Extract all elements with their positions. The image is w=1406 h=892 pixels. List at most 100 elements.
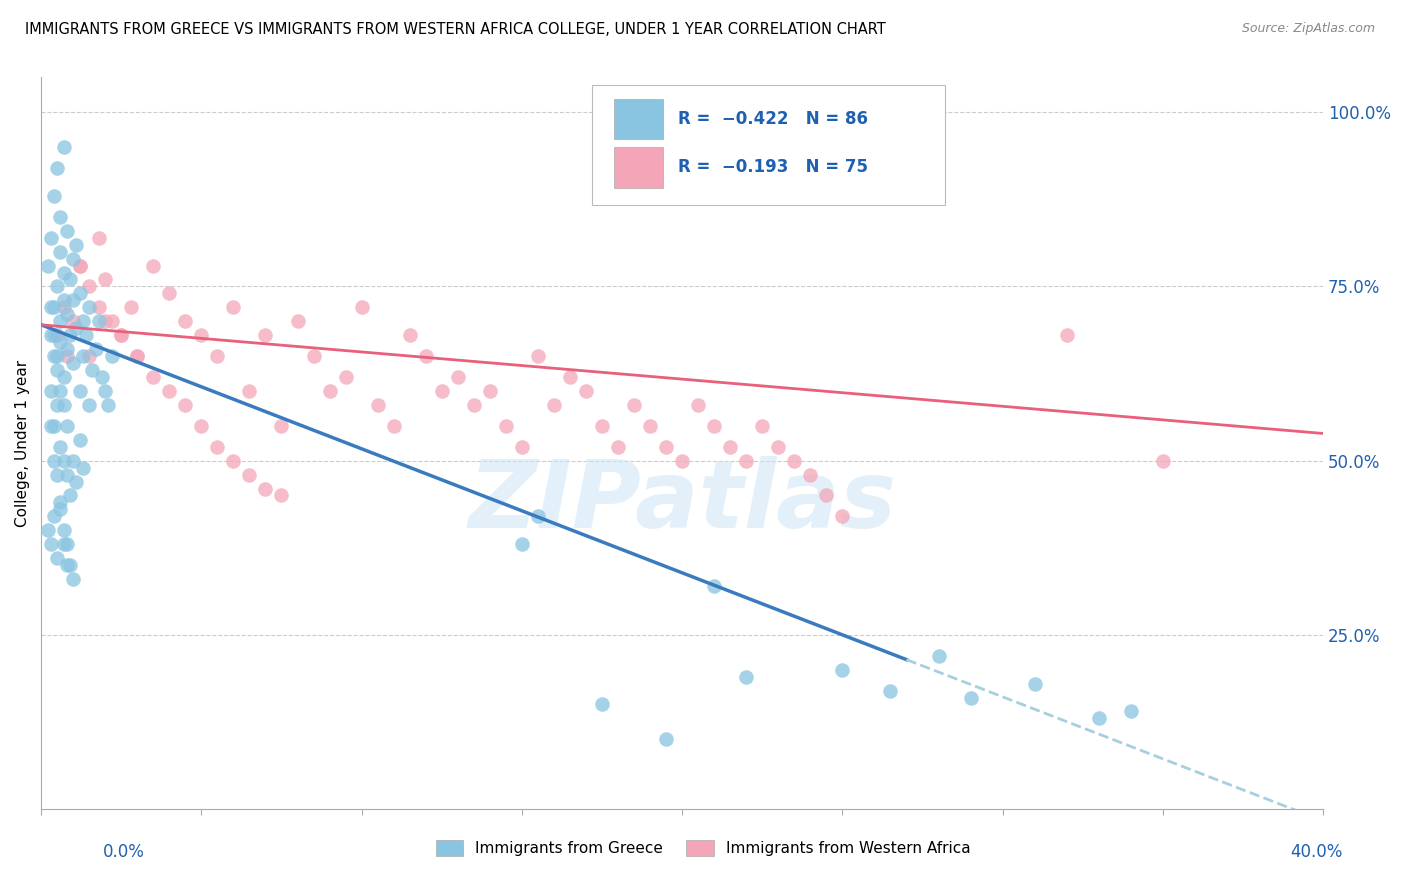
Point	[82, 363, 104, 377]
Point	[49, 440, 72, 454]
Point	[49, 244, 72, 259]
Point	[100, 349, 122, 363]
Point	[55, 307, 77, 321]
Point	[62, 572, 84, 586]
Point	[39, 301, 62, 315]
Point	[39, 328, 62, 343]
Point	[207, 349, 229, 363]
Text: IMMIGRANTS FROM GREECE VS IMMIGRANTS FROM WESTERN AFRICA COLLEGE, UNDER 1 YEAR C: IMMIGRANTS FROM GREECE VS IMMIGRANTS FRO…	[25, 22, 886, 37]
Point	[52, 537, 75, 551]
Point	[49, 502, 72, 516]
Point	[52, 370, 75, 384]
Point	[174, 398, 197, 412]
Point	[335, 370, 357, 384]
Point	[69, 286, 91, 301]
Point	[350, 301, 373, 315]
Text: R =  −0.193   N = 75: R = −0.193 N = 75	[678, 159, 869, 177]
Point	[222, 301, 245, 315]
FancyBboxPatch shape	[592, 85, 945, 205]
Point	[52, 266, 75, 280]
Point	[110, 328, 132, 343]
Point	[671, 453, 693, 467]
Point	[591, 698, 613, 712]
Point	[157, 384, 180, 398]
Point	[270, 488, 292, 502]
Point	[799, 467, 821, 482]
Point	[127, 349, 149, 363]
Y-axis label: College, Under 1 year: College, Under 1 year	[15, 359, 30, 527]
Point	[87, 301, 110, 315]
Point	[87, 314, 110, 328]
Point	[39, 537, 62, 551]
Point	[72, 460, 94, 475]
Point	[783, 453, 806, 467]
Point	[815, 488, 838, 502]
Point	[39, 384, 62, 398]
Point	[42, 418, 65, 433]
Point	[59, 328, 82, 343]
Text: ZIPatlas: ZIPatlas	[468, 456, 896, 548]
Point	[52, 524, 75, 538]
Point	[46, 363, 69, 377]
Point	[72, 314, 94, 328]
Point	[46, 279, 69, 293]
Point	[100, 314, 122, 328]
Legend: Immigrants from Greece, Immigrants from Western Africa: Immigrants from Greece, Immigrants from …	[429, 834, 977, 862]
Point	[65, 237, 87, 252]
Text: 40.0%: 40.0%	[1291, 843, 1343, 861]
Point	[39, 418, 62, 433]
Point	[52, 293, 75, 308]
Point	[42, 453, 65, 467]
Point	[42, 328, 65, 343]
Point	[37, 524, 59, 538]
Point	[591, 418, 613, 433]
Point	[831, 663, 853, 677]
Point	[62, 356, 84, 370]
Point	[430, 384, 453, 398]
Point	[55, 224, 77, 238]
Point	[254, 328, 277, 343]
Point	[447, 370, 470, 384]
Point	[42, 349, 65, 363]
Point	[478, 384, 501, 398]
Point	[49, 495, 72, 509]
Point	[928, 648, 950, 663]
Point	[735, 670, 758, 684]
Point	[91, 370, 114, 384]
Point	[1024, 676, 1046, 690]
Point	[703, 579, 725, 593]
Point	[623, 398, 645, 412]
Point	[127, 349, 149, 363]
Point	[495, 418, 517, 433]
Point	[42, 189, 65, 203]
Point	[52, 140, 75, 154]
Point	[49, 335, 72, 350]
Point	[655, 732, 678, 747]
Point	[638, 418, 661, 433]
FancyBboxPatch shape	[614, 147, 662, 187]
Point	[84, 342, 107, 356]
Point	[46, 467, 69, 482]
Point	[463, 398, 485, 412]
Point	[59, 488, 82, 502]
Point	[222, 453, 245, 467]
Point	[398, 328, 420, 343]
Point	[69, 433, 91, 447]
Point	[1087, 711, 1109, 725]
Point	[55, 558, 77, 573]
Text: R =  −0.422   N = 86: R = −0.422 N = 86	[678, 110, 869, 128]
Point	[52, 301, 75, 315]
Point	[62, 453, 84, 467]
Point	[94, 314, 117, 328]
Point	[238, 384, 260, 398]
Point	[157, 286, 180, 301]
Point	[49, 210, 72, 224]
Point	[55, 537, 77, 551]
Point	[1056, 328, 1078, 343]
Point	[302, 349, 325, 363]
Point	[1119, 705, 1142, 719]
Point	[49, 384, 72, 398]
Point	[558, 370, 581, 384]
Point	[42, 301, 65, 315]
Point	[62, 252, 84, 266]
